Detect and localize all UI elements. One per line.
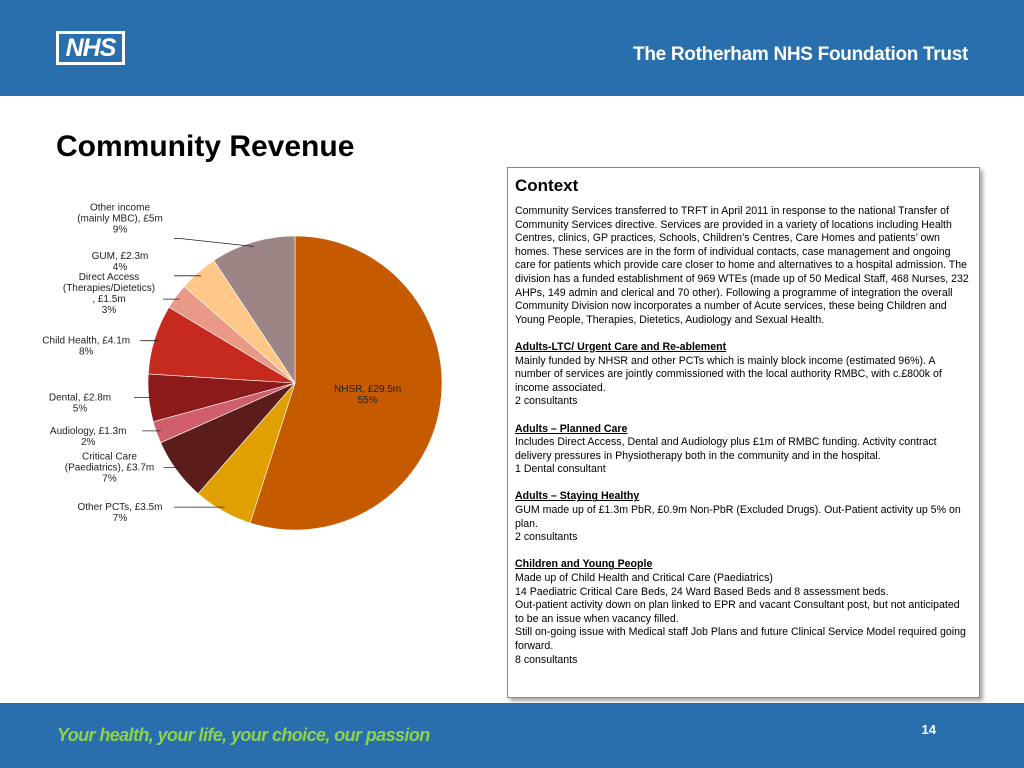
pie-label-line: Audiology, £1.3m: [50, 426, 127, 437]
pie-label-line: Other PCTs, £3.5m: [77, 502, 162, 513]
pie-label-line: 3%: [102, 305, 117, 316]
pie-slice-label: Dental, £2.8m 5%: [49, 393, 111, 415]
context-section-line: 14 Paediatric Critical Care Beds, 24 War…: [515, 585, 889, 598]
pie-label-line: 7%: [102, 474, 117, 485]
page-number: 14: [921, 722, 936, 737]
pie-slice: [213, 235, 296, 384]
context-section: Adults – Staying Healthy GUM made up of £…: [515, 490, 971, 544]
pie-slice-label: GUM, £2.3m 4%: [92, 251, 149, 273]
pie-label-line: 5%: [73, 404, 88, 415]
pie-label-line: (Paediatrics), £3.7m: [65, 463, 154, 474]
pie-label-line: (mainly MBC), £5m: [77, 214, 163, 225]
pie-label-line: Child Health, £4.1m: [42, 336, 130, 347]
pie-label-line: 4%: [113, 262, 128, 273]
context-section-line: Out-patient activity down on plan linked…: [515, 599, 960, 625]
pie-leader-lines: [134, 238, 254, 508]
pie-label-line: 8%: [79, 347, 94, 358]
header-bar: NHS The Rotherham NHS Foundation Trust: [0, 0, 1024, 96]
footer-bar: Your health, your life, your choice, our…: [0, 703, 1024, 768]
pie-label-line: (Therapies/Dietetics): [63, 283, 155, 294]
pie-label-line: Other income: [90, 203, 150, 214]
pie-slices: [147, 235, 443, 531]
pie-label-line: 2%: [81, 437, 96, 448]
pie-slice: [249, 235, 443, 531]
pie-label-line: Dental, £2.8m: [49, 393, 111, 404]
context-section: Children and Young People Made up of Chil…: [515, 558, 971, 667]
context-section-line: 2 consultants: [515, 395, 578, 408]
pie-slice-label: Direct Access (Therapies/Dietetics), £1.5…: [63, 272, 155, 316]
pie-chart: NHSR, £29.5m 55%Other PCTs, £3.5m 7%Critic…: [42, 203, 443, 531]
pie-label-line: 7%: [113, 513, 128, 524]
context-section-line: 2 consultants: [515, 531, 578, 544]
nhs-logo-text: NHS: [59, 34, 122, 62]
pie-label-line: 9%: [113, 225, 128, 236]
context-section: Adults – Planned Care Includes Direct Acc…: [515, 423, 971, 477]
pie-slice-label: Other PCTs, £3.5m 7%: [77, 502, 162, 524]
pie-label-line: GUM, £2.3m: [92, 251, 149, 262]
context-section-title: Children and Young People: [515, 558, 653, 571]
context-section-line: 8 consultants: [515, 653, 578, 666]
tagline: Your health, your life, your choice, our…: [57, 725, 430, 745]
context-section: Adults-LTC/ Urgent Care and Re-ablement M…: [515, 341, 971, 409]
context-section-line: Still on-going issue with Medical staff …: [515, 626, 966, 652]
context-section-title: Adults-LTC/ Urgent Care and Re-ablement: [515, 340, 727, 353]
pie-slice-label: Child Health, £4.1m 8%: [42, 336, 130, 358]
context-section-line: 1 Dental consultant: [515, 463, 606, 476]
pie-label-line: 55%: [358, 395, 378, 406]
context-heading: Context: [515, 176, 579, 195]
pie-slice-label: Audiology, £1.3m 2%: [50, 426, 127, 448]
context-section-title: Adults – Planned Care: [515, 422, 628, 435]
context-section-line: Mainly funded by NHSR and other PCTs whi…: [515, 354, 942, 394]
context-section-line: Includes Direct Access, Dental and Audio…: [515, 436, 937, 462]
context-sections: Adults-LTC/ Urgent Care and Re-ablement M…: [515, 341, 971, 667]
pie-slice-label: NHSR, £29.5m 55%: [334, 384, 401, 406]
pie-label-line: NHSR, £29.5m: [334, 384, 401, 395]
pie-label-line: Critical Care: [82, 452, 137, 463]
context-section-line: GUM made up of £1.3m PbR, £0.9m Non-PbR …: [515, 504, 961, 530]
context-box: Context Community Services transferred t…: [507, 167, 980, 698]
page-title: Community Revenue: [56, 130, 355, 163]
pie-label-line: , £1.5m: [92, 294, 125, 305]
context-section-title: Adults – Staying Healthy: [515, 490, 640, 503]
pie-slice-label: Other income (mainly MBC), £5m 9%: [77, 203, 163, 236]
context-section-line: Made up of Child Health and Critical Car…: [515, 572, 773, 585]
pie-label-line: Direct Access: [79, 272, 140, 283]
pie-labels: NHSR, £29.5m 55%Other PCTs, £3.5m 7%Critic…: [42, 203, 401, 525]
pie-slice-label: Critical Care (Paediatrics), £3.7m 7%: [65, 452, 154, 485]
context-intro: Community Services transferred to TRFT i…: [515, 205, 969, 326]
nhs-logo: NHS: [56, 31, 125, 65]
trust-name: The Rotherham NHS Foundation Trust: [633, 44, 968, 65]
pie-leader-line: [174, 238, 254, 247]
